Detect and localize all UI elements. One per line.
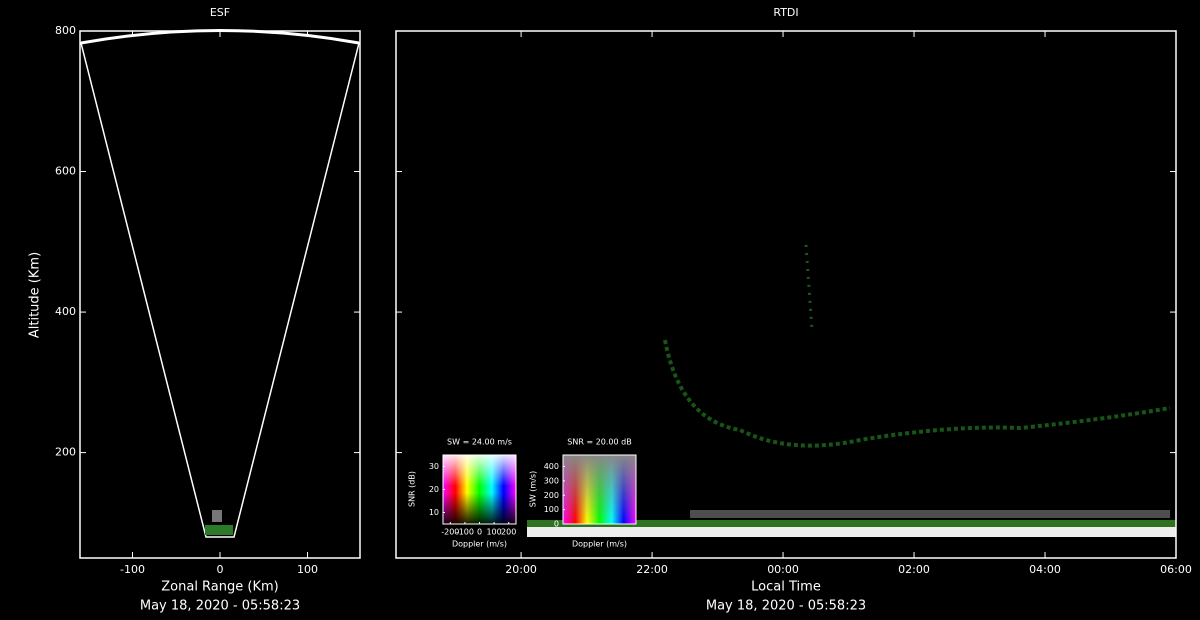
y-tick-label: 10 — [429, 508, 439, 517]
y-tick-label: 0 — [554, 520, 559, 529]
inset-y-label: SW (m/s) — [529, 471, 538, 507]
x-tick-label: -100 — [120, 563, 145, 576]
x-tick-label: -200 — [441, 528, 459, 537]
y-tick-label: 100 — [544, 505, 559, 514]
esf-fan — [80, 29, 360, 538]
inset-title: SW = 24.00 m/s — [447, 438, 512, 447]
y-tick-label: 400 — [55, 305, 76, 318]
colorbar-shade — [443, 455, 516, 524]
axes-frame — [562, 454, 637, 525]
x-tick-label: 200 — [501, 528, 516, 537]
x-tick-label: 20:00 — [505, 563, 537, 576]
subtitle: May 18, 2020 - 05:58:23 — [140, 599, 300, 614]
y-tick-label: 30 — [429, 462, 439, 471]
esf-echo — [205, 525, 233, 535]
x-tick-label: 00:00 — [767, 563, 799, 576]
echo-background — [527, 244, 1176, 537]
inset-x-label: Doppler (m/s) — [572, 540, 627, 549]
subtitle: May 18, 2020 - 05:58:23 — [706, 599, 866, 614]
x-tick-label: 06:00 — [1160, 563, 1192, 576]
y-tick-label: 200 — [55, 446, 76, 459]
y-tick-label: 600 — [55, 165, 76, 178]
y-tick-label: 300 — [544, 476, 559, 485]
y-tick-label: 400 — [544, 462, 559, 471]
y-axis-label: Altitude (Km) — [28, 252, 43, 338]
y-tick-label: 20 — [429, 485, 439, 494]
x-tick-label: 100 — [297, 563, 318, 576]
axes-frame — [79, 30, 361, 559]
x-tick-label: 0 — [217, 563, 224, 576]
colorbar-shade — [563, 455, 636, 524]
chart-title: RTDI — [773, 6, 798, 19]
x-axis-label: Local Time — [751, 580, 821, 595]
x-tick-label: -100 — [456, 528, 474, 537]
inset-y-label: SNR (dB) — [408, 471, 417, 507]
y-tick-label: 200 — [544, 491, 559, 500]
x-tick-label: 02:00 — [898, 563, 930, 576]
x-axis-label: Zonal Range (Km) — [161, 580, 278, 595]
chart-title: ESF — [210, 6, 230, 19]
esf-echo — [212, 510, 222, 522]
axes-frame — [395, 30, 1177, 559]
y-tick-label: 800 — [55, 24, 76, 37]
x-tick-label: 22:00 — [636, 563, 668, 576]
inset-title: SNR = 20.00 dB — [567, 438, 631, 447]
inset-x-label: Doppler (m/s) — [452, 540, 507, 549]
x-tick-label: 04:00 — [1029, 563, 1061, 576]
x-tick-label: 100 — [486, 528, 501, 537]
x-tick-label: 0 — [477, 528, 482, 537]
